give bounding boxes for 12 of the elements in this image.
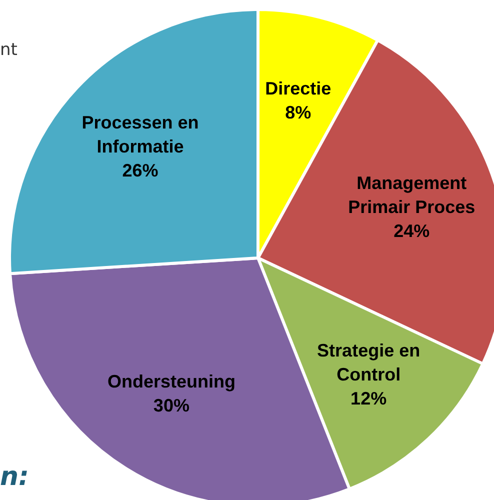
slice-label: Processen en Informatie	[82, 112, 199, 156]
data-label: 30%	[153, 395, 190, 416]
data-label: 24%	[394, 221, 430, 242]
slice-label: Directie	[265, 78, 332, 99]
data-label: 26%	[122, 160, 158, 180]
data-label: 12%	[350, 388, 387, 409]
text: nt	[0, 40, 18, 60]
data-label: 8%	[285, 102, 312, 123]
slice-label: Strategie en Control	[317, 340, 420, 385]
text: n:	[0, 462, 29, 492]
slice-label: Management Primair Proces	[348, 173, 476, 218]
slice-label: Ondersteuning	[107, 371, 236, 392]
